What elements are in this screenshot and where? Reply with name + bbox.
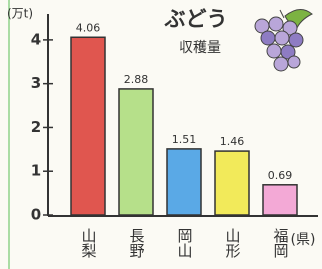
y-tick-label: 4 <box>31 30 41 48</box>
value-label: 2.88 <box>124 73 149 86</box>
y-tick-label: 1 <box>31 162 41 180</box>
value-label: 4.06 <box>76 21 101 34</box>
chart: (万t) (県) ぶどう 収穫量 0 1 2 3 4 4.06 山梨 2.88 長野 1.51 岡山… <box>0 0 322 269</box>
x-tick-label: 山形 <box>224 228 242 258</box>
chart-title: ぶどう <box>164 7 228 31</box>
bar <box>71 37 105 215</box>
chart-subtitle: 収穫量 <box>179 40 221 56</box>
y-tick-label: 2 <box>31 118 41 136</box>
y-axis-label: (万t) <box>7 7 33 21</box>
y-tick-label: 0 <box>31 206 41 224</box>
x-axis-label: (県) <box>291 232 316 248</box>
value-label: 0.69 <box>268 169 293 182</box>
x-tick-label: 山梨 <box>80 228 98 258</box>
x-tick-label: 長野 <box>128 228 146 258</box>
bar <box>167 149 201 215</box>
value-label: 1.51 <box>172 133 197 146</box>
bar <box>263 185 297 215</box>
bar <box>215 151 249 215</box>
value-label: 1.46 <box>220 135 245 148</box>
x-tick-label: 岡山 <box>176 228 194 258</box>
x-tick-label: 福岡 <box>272 228 290 259</box>
y-tick-label: 3 <box>31 74 41 92</box>
bar <box>119 89 153 215</box>
